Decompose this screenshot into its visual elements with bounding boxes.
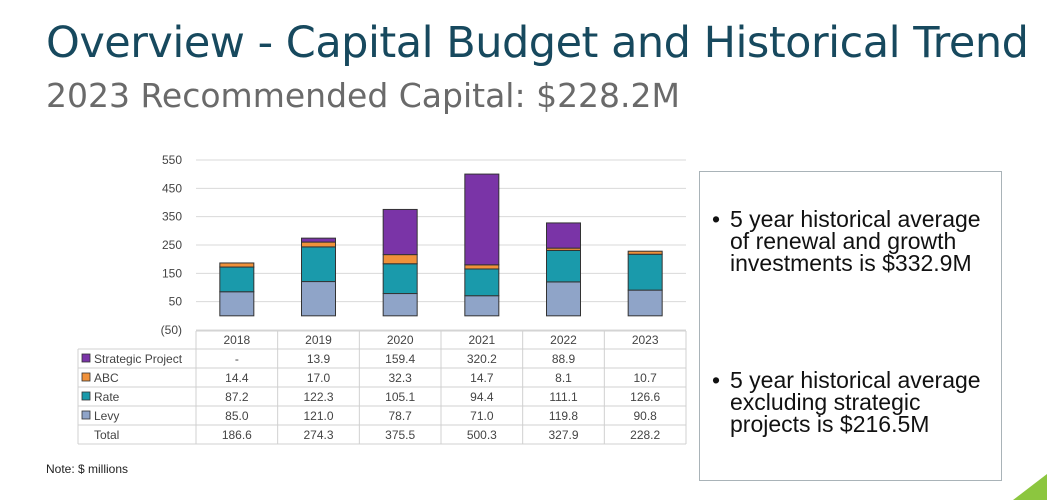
corner-accent-triangle: [1013, 474, 1047, 500]
callout-bullet-text: 5 year historical average of renewal and…: [730, 206, 981, 276]
table-cell: 10.7: [633, 371, 657, 385]
y-tick-label: 450: [162, 181, 182, 195]
bar-segment-rate: [301, 246, 336, 283]
x-category-label: 2018: [223, 333, 250, 347]
table-cell: 13.9: [307, 352, 331, 366]
table-cell: 126.6: [630, 390, 660, 404]
y-tick-label: 250: [162, 238, 182, 252]
table-cell: 111.1: [549, 390, 578, 404]
y-tick-label: (50): [161, 323, 182, 337]
bar-segment-abc: [382, 254, 418, 265]
x-category-label: 2022: [550, 333, 577, 347]
bar-segment-abc: [301, 241, 336, 248]
table-cell: 14.7: [470, 371, 494, 385]
table-cell: 320.2: [467, 352, 497, 366]
callout-bullet-excluding-strategic: • 5 year historical average excluding st…: [708, 367, 988, 437]
table-cell: 119.8: [549, 409, 578, 423]
table-cell: 78.7: [388, 409, 412, 423]
bar-segment-levy: [546, 281, 581, 317]
bar-segment-levy: [301, 281, 336, 317]
table-cell: -: [235, 352, 239, 366]
bar-segment-levy: [219, 291, 255, 317]
bar-segment-strategic-project: [464, 173, 500, 266]
x-category-label: 2020: [387, 333, 414, 347]
bar-segment-abc: [219, 262, 255, 268]
table-cell: 17.0: [307, 371, 331, 385]
table-row-label: Rate: [94, 390, 120, 404]
table-cell: 14.4: [225, 371, 249, 385]
table-cell: 121.0: [303, 409, 333, 423]
x-category-label: 2023: [632, 333, 659, 347]
bar-segment-rate: [627, 253, 663, 291]
bar-segment-strategic-project: [301, 237, 336, 243]
y-tick-label: 350: [162, 210, 182, 224]
bar-segment-rate: [219, 266, 255, 293]
legend-swatch: [81, 372, 91, 382]
bullet-icon: •: [712, 367, 721, 393]
table-cell: 71.0: [470, 409, 494, 423]
table-cell: 274.3: [303, 428, 333, 442]
table-row-label: Levy: [94, 409, 119, 423]
callout-bullet-renewal-growth: • 5 year historical average of renewal a…: [708, 206, 988, 276]
bar-segment-levy: [627, 289, 663, 317]
table-cell: 186.6: [222, 428, 252, 442]
table-cell: 105.1: [385, 390, 415, 404]
bar-segment-rate: [382, 263, 418, 295]
y-tick-label: 50: [169, 295, 183, 309]
bar-segment-strategic-project: [382, 208, 418, 256]
page-subtitle: 2023 Recommended Capital: $228.2M: [46, 76, 681, 115]
table-cell: 87.2: [225, 390, 249, 404]
table-cell: 90.8: [633, 409, 657, 423]
legend-swatch: [81, 391, 91, 401]
units-note: Note: $ millions: [46, 462, 129, 476]
bar-segment-rate: [464, 268, 500, 297]
y-tick-label: 150: [162, 266, 182, 280]
table-cell: 32.3: [388, 371, 412, 385]
table-cell: 327.9: [548, 428, 578, 442]
table-cell: 8.1: [555, 371, 572, 385]
bar-segment-abc: [464, 264, 500, 270]
bullet-icon: •: [712, 206, 721, 232]
legend-swatch: [81, 410, 91, 420]
x-category-label: 2019: [305, 333, 332, 347]
table-cell: 375.5: [385, 428, 415, 442]
table-cell: 122.3: [303, 390, 333, 404]
table-row-label: ABC: [94, 371, 119, 385]
legend-swatch: [81, 353, 91, 363]
table-cell: 500.3: [467, 428, 497, 442]
table-cell: 88.9: [552, 352, 576, 366]
bar-segment-levy: [464, 295, 500, 317]
bar-segment-abc: [627, 250, 663, 255]
x-category-label: 2021: [468, 333, 495, 347]
table-cell: 159.4: [385, 352, 415, 366]
bar-segment-strategic-project: [546, 222, 581, 249]
table-cell: 85.0: [225, 409, 249, 423]
callout-bullet-text: 5 year historical average excluding stra…: [730, 367, 981, 437]
summary-callout: • 5 year historical average of renewal a…: [699, 171, 1002, 481]
table-cell: 228.2: [630, 428, 660, 442]
page-title: Overview - Capital Budget and Historical…: [46, 18, 1029, 68]
y-tick-label: 550: [162, 153, 182, 167]
table-row-label: Strategic Project: [94, 352, 183, 366]
table-cell: 94.4: [470, 390, 494, 404]
bar-segment-levy: [382, 293, 418, 317]
table-row-label: Total: [94, 428, 119, 442]
bar-segment-rate: [546, 249, 581, 283]
